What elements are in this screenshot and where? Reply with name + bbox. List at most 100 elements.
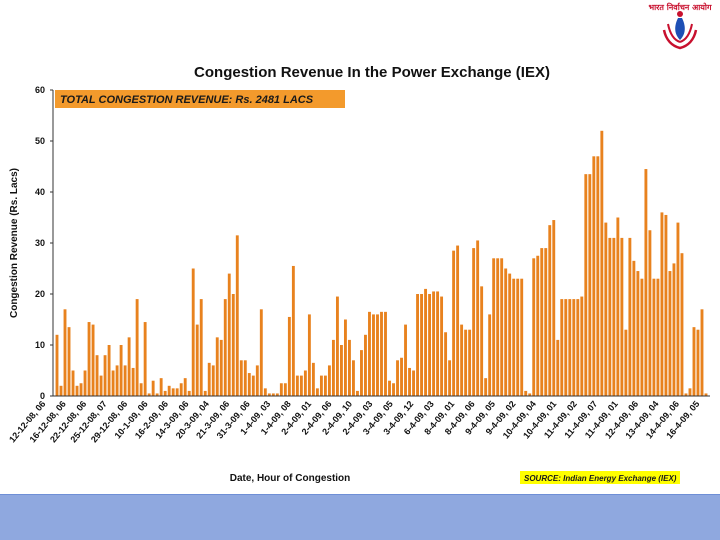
bar	[143, 322, 147, 396]
bar	[315, 388, 319, 396]
y-tick-label: 60	[35, 85, 45, 95]
bar	[504, 268, 508, 396]
bar	[600, 130, 604, 397]
bar	[472, 248, 476, 396]
bar	[672, 263, 676, 396]
bar	[420, 294, 423, 396]
bar	[592, 156, 596, 396]
bar	[496, 258, 500, 396]
bar	[596, 156, 600, 396]
bar	[95, 355, 99, 396]
bar	[612, 237, 616, 396]
bar	[632, 260, 636, 396]
bar	[700, 309, 704, 396]
bar	[295, 375, 299, 396]
bar	[340, 345, 343, 396]
bar	[107, 345, 111, 396]
bar	[267, 393, 271, 396]
bar	[352, 360, 355, 396]
bar	[151, 380, 155, 396]
bar	[616, 217, 620, 396]
bar	[348, 339, 351, 396]
bar	[299, 375, 303, 396]
bar	[628, 237, 632, 396]
bar	[396, 360, 399, 396]
bar	[424, 288, 428, 396]
bar	[604, 222, 608, 396]
bar	[516, 278, 520, 396]
bar	[528, 393, 532, 396]
bar	[360, 350, 363, 396]
bar	[63, 309, 67, 396]
bar	[223, 299, 227, 396]
bar	[456, 245, 460, 396]
bar	[255, 365, 259, 396]
bar	[652, 278, 656, 396]
bar	[560, 299, 564, 396]
bar	[275, 393, 279, 396]
y-axis-label: Congestion Revenue (Rs. Lacs)	[9, 168, 20, 318]
bar	[271, 393, 275, 396]
bar	[75, 385, 79, 396]
bar	[488, 314, 492, 396]
bar	[243, 360, 247, 396]
bar	[512, 278, 516, 396]
bar	[175, 388, 179, 396]
bar	[572, 299, 576, 396]
bar	[71, 370, 75, 396]
bar	[187, 390, 191, 396]
bar	[704, 393, 708, 396]
total-annotation-text: TOTAL CONGESTION REVENUE: Rs. 2481 LACS	[60, 94, 314, 106]
bar	[87, 322, 91, 396]
total-annotation: TOTAL CONGESTION REVENUE: Rs. 2481 LACS	[55, 90, 345, 108]
bar	[239, 360, 243, 396]
bar	[79, 383, 83, 396]
bar	[640, 278, 644, 396]
bar	[183, 378, 187, 396]
emblem-icon	[662, 11, 698, 50]
bar	[548, 225, 552, 396]
bar	[55, 334, 59, 396]
bar	[620, 237, 624, 396]
bar	[388, 380, 391, 396]
bar	[416, 294, 419, 396]
bar	[664, 214, 668, 396]
bar	[484, 378, 488, 396]
bar	[480, 286, 484, 396]
bar	[319, 375, 323, 396]
bar	[179, 383, 183, 396]
bar	[159, 378, 163, 396]
bar	[259, 309, 263, 396]
logo-text: भारत निर्वाचन आयोग	[648, 2, 712, 12]
bar	[311, 362, 315, 396]
bar	[460, 324, 464, 396]
bar	[171, 388, 175, 396]
bar	[408, 367, 411, 396]
bar	[283, 383, 287, 396]
bar	[636, 271, 640, 396]
bar	[91, 324, 95, 396]
y-tick-label: 20	[35, 289, 45, 299]
bar	[307, 314, 311, 396]
bar	[696, 329, 700, 396]
footer-band	[0, 495, 720, 540]
bar	[372, 314, 375, 396]
bar	[444, 332, 448, 396]
bar	[688, 388, 692, 396]
bar	[680, 253, 684, 396]
bar	[588, 174, 592, 396]
source-annotation: SOURCE: Indian Energy Exchange (IEX)	[520, 471, 680, 484]
y-tick-label: 40	[35, 187, 45, 197]
y-tick-label: 10	[35, 340, 45, 350]
bar	[580, 296, 584, 396]
bar	[119, 345, 123, 396]
bar	[368, 311, 371, 396]
bar	[364, 334, 367, 396]
bar	[59, 385, 63, 396]
bar	[644, 169, 648, 396]
bar	[440, 296, 444, 396]
bar	[692, 327, 696, 396]
bar	[384, 311, 387, 396]
bar	[135, 299, 139, 396]
bar	[123, 365, 127, 396]
